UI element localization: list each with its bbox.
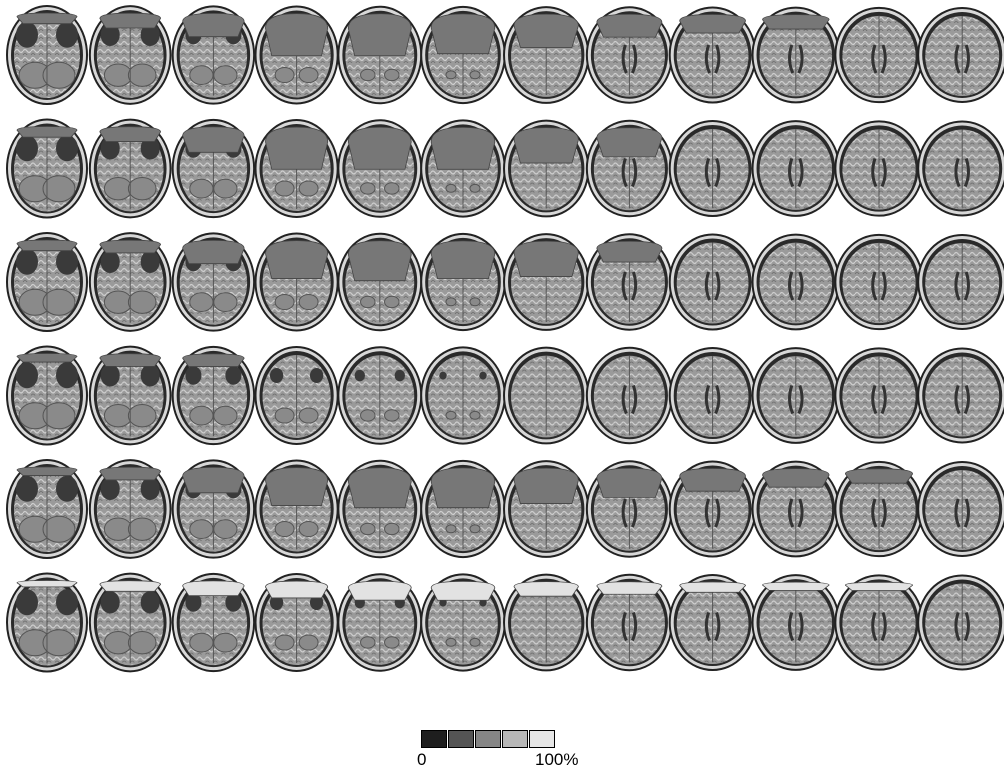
brain-slice [917,7,1004,103]
brain-slice [834,347,924,444]
brain-slice [503,233,590,331]
brain-slice [834,120,924,217]
brain-slice [88,232,172,332]
brain-slice [420,5,506,105]
brain-slice [254,119,339,218]
colorbar-min-label: 0 [417,750,427,769]
brain-slice [171,345,256,446]
brain-slice [585,233,673,331]
colorbar-swatch [448,730,474,748]
brain-slice [88,345,172,446]
brain-slice [503,6,590,104]
brain-slice [751,460,841,558]
brain-slice [88,459,172,559]
brain-slice [834,6,924,104]
brain-slice [503,119,590,218]
brain-slice [751,233,841,331]
brain-slice [834,574,924,671]
colorbar-swatch [529,730,555,748]
brain-slice [420,346,506,445]
brain-slice [420,573,506,672]
brain-slice [503,460,590,558]
brain-slice [171,5,256,105]
brain-slice [585,119,673,218]
brain-slice [917,574,1004,671]
brain-slice [420,459,506,559]
colorbar-swatch [421,730,447,748]
brain-slice-grid [6,5,1004,673]
brain-slice [88,118,172,219]
brain-slice [917,347,1004,444]
brain-slice [337,346,423,445]
brain-slice [751,574,841,671]
brain-slice [6,5,88,105]
brain-slice [337,119,423,218]
colorbar-swatch [475,730,501,748]
brain-slice [834,233,924,331]
brain-slice [6,459,88,559]
brain-slice [585,573,673,672]
colorbar-swatch [502,730,528,748]
brain-slice [337,573,423,672]
brain-slice [668,346,757,445]
brain-slice [6,232,88,332]
brain-slice [834,460,924,558]
brain-slice [917,234,1004,330]
brain-slice [254,459,339,559]
brain-slice [420,119,506,218]
brain-slice [420,232,506,332]
brain-slice [254,232,339,332]
brain-slice [503,573,590,672]
brain-slice [751,347,841,444]
brain-slice [254,573,339,672]
brain-slice [668,233,757,331]
brain-slice [337,459,423,559]
brain-slice [503,346,590,445]
colorbar-max-label: 100% [535,750,579,769]
brain-slice [171,232,256,332]
brain-slice [6,118,88,219]
brain-slice [585,6,673,104]
brain-slice [171,118,256,219]
brain-slice [6,572,88,673]
brain-slice [88,5,172,105]
brain-slice [668,6,757,104]
brain-slice [668,573,757,672]
brain-slice [585,346,673,445]
brain-slice [917,461,1004,557]
brain-slice [585,460,673,558]
brain-slice [171,459,256,559]
brain-slice [751,120,841,217]
brain-slice [668,119,757,218]
brain-slice [6,345,88,446]
brain-slice [88,572,172,673]
brain-slice [254,346,339,445]
brain-slice [254,5,339,105]
brain-slice [917,120,1004,217]
brain-slice [751,6,841,104]
brain-slice [171,572,256,673]
brain-slice [337,5,423,105]
brain-slice [668,460,757,558]
brain-slice [337,232,423,332]
